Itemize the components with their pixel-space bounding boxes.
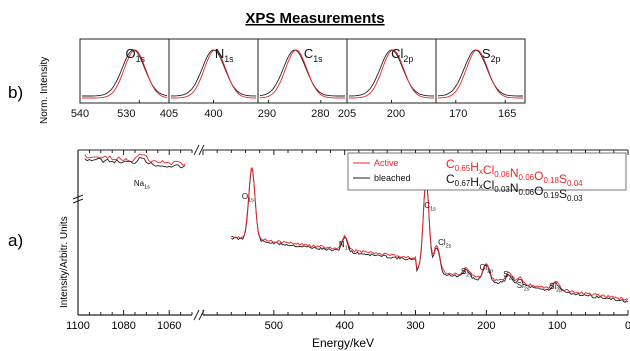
x-tick-label: 300 xyxy=(406,320,424,332)
peak-label: C1s xyxy=(424,201,436,212)
subplot-element-label: O1s xyxy=(125,46,145,64)
panel-a-ylabel: Intensity/Arbitr. Units xyxy=(59,216,70,308)
panel-b-tick-label: 200 xyxy=(387,108,405,120)
legend-formula: C0.67HxCl0.03N0.06O0.19S0.03 xyxy=(446,172,583,203)
panel-b-tick-label: 400 xyxy=(204,108,222,120)
peak-label: N1s xyxy=(339,240,351,251)
legend-box xyxy=(347,152,627,191)
active-line xyxy=(260,49,345,99)
y-axis-break xyxy=(72,198,84,204)
subplot-element-label: N1s xyxy=(215,46,234,64)
active-line xyxy=(82,49,168,99)
peak-label: Cl2p xyxy=(480,263,494,274)
x-tick-label: 100 xyxy=(548,320,566,332)
bleached-line xyxy=(348,49,435,97)
panel-b-tick-label: 170 xyxy=(449,108,467,120)
x-tick-label: 500 xyxy=(265,320,283,332)
subplot-frame xyxy=(257,38,348,104)
bleached-line xyxy=(259,49,345,97)
legend-formula: C0.65HxCl0.06N0.06O0.18S0.04 xyxy=(446,157,583,188)
y-axis-break xyxy=(72,194,84,200)
panel-b-tick-label: 205 xyxy=(338,108,356,120)
x-tick-label: 400 xyxy=(335,320,353,332)
panel-b-ylabel: Norm. Intensity xyxy=(39,57,50,124)
active-line xyxy=(349,49,434,99)
panel-b-tick-label: 290 xyxy=(258,108,276,120)
axis-break xyxy=(193,144,200,156)
active-line xyxy=(171,49,256,99)
panel-b-tick-label: 280 xyxy=(311,108,329,120)
x-tick-label: 1100 xyxy=(66,320,90,332)
panel-b-tick-label: 540 xyxy=(71,108,89,120)
panel-b-plots: O1s N1s C1s Cl2p S2p 540 530 405 400 290 280 205 200… xyxy=(71,38,526,120)
peak-label: S2s xyxy=(461,267,472,278)
peak-label: Na1s xyxy=(134,179,150,190)
active-spectrum xyxy=(231,167,629,301)
panel-b-tick-label: 530 xyxy=(117,108,135,120)
subplot-element-label: C1s xyxy=(304,46,323,64)
peak-label: S2p xyxy=(503,270,514,281)
panel-a-plot: 1100 1080 1060 500 400 300 200 100 0 Na1s O1s N1s C1… xyxy=(66,144,630,332)
subplot-frame xyxy=(435,38,526,104)
panel-a-xlabel: Energy/keV xyxy=(312,336,374,350)
panel-b-label: b) xyxy=(8,83,23,102)
bleached-spectrum-left xyxy=(84,156,186,169)
x-tick-label: 1060 xyxy=(157,320,181,332)
legend-entry-label: Active xyxy=(374,158,399,168)
bleached-line xyxy=(170,49,257,97)
peak-label: O1s xyxy=(242,192,254,203)
x-tick-label: 0 xyxy=(625,320,630,332)
peak-label: Cl2s xyxy=(438,238,452,249)
panel-a-label: a) xyxy=(8,231,23,250)
panel-b-tick-label: 165 xyxy=(498,108,516,120)
peak-label: Si2s xyxy=(517,281,530,292)
panel-b-tick-label: 405 xyxy=(160,108,178,120)
chart-title: XPS Measurements xyxy=(245,10,384,27)
subplot-element-label: Cl2p xyxy=(391,46,413,64)
x-tick-label: 1080 xyxy=(111,320,135,332)
legend: Active C0.65HxCl0.06N0.06O0.18S0.04 bleach… xyxy=(347,152,627,203)
subplot-frame xyxy=(168,38,259,104)
subplot-element-label: S2p xyxy=(482,46,501,64)
bleached-line xyxy=(437,49,523,97)
x-tick-label: 200 xyxy=(477,320,495,332)
peak-label: Si2p xyxy=(549,282,562,293)
axis-break xyxy=(198,144,205,156)
legend-entry-label: bleached xyxy=(374,173,411,183)
axis-break xyxy=(193,309,200,321)
active-line xyxy=(438,49,523,99)
active-spectrum-left xyxy=(84,153,186,167)
